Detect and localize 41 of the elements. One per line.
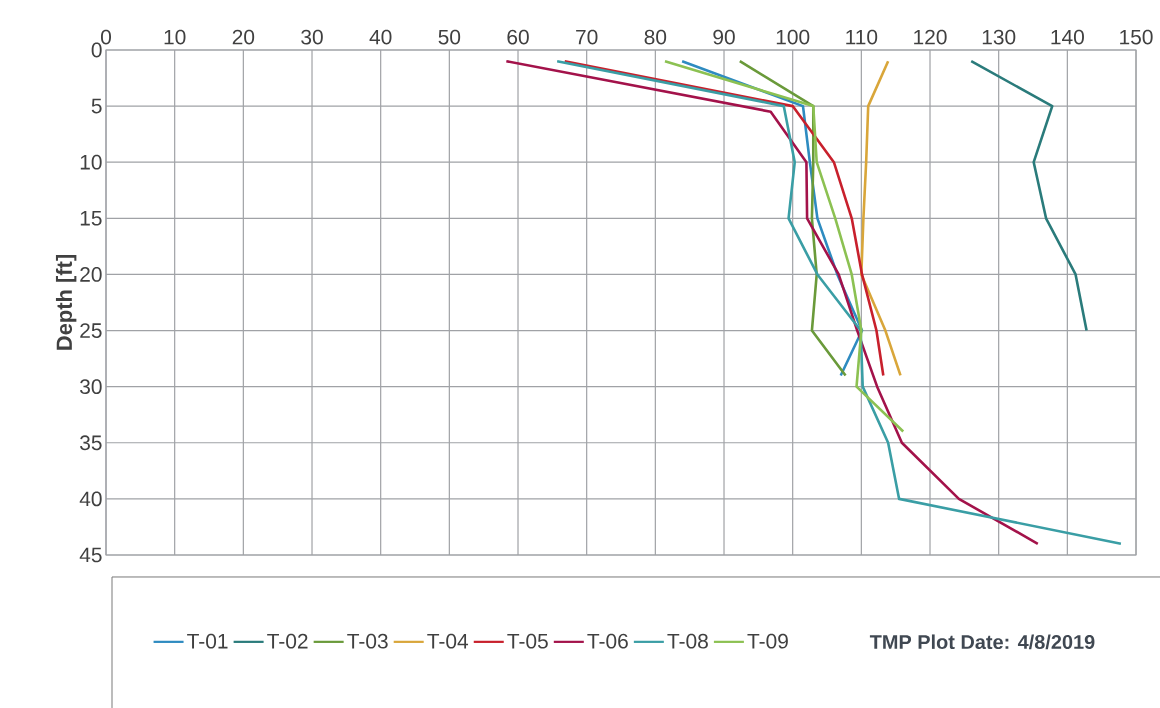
legend-label: T-02 bbox=[267, 633, 308, 649]
y-tick-label: 0 bbox=[91, 42, 102, 58]
x-tick-label: 100 bbox=[776, 29, 810, 45]
x-tick-label: 130 bbox=[982, 29, 1016, 45]
text: TMP Plot Date: 4/8/2019 bbox=[869, 634, 1095, 650]
x-tick-label: 110 bbox=[846, 29, 878, 45]
x-tick-label: 20 bbox=[232, 29, 255, 45]
y-tick-label: 15 bbox=[80, 211, 102, 226]
x-tick-label: 90 bbox=[713, 29, 735, 45]
x-tick-label: 10 bbox=[164, 29, 186, 45]
x-tick-label: 140 bbox=[1051, 29, 1084, 45]
line-series bbox=[860, 59, 902, 377]
line-series bbox=[663, 59, 905, 433]
legend-label: T-03 bbox=[347, 633, 388, 649]
x-tick-label: 40 bbox=[369, 29, 392, 45]
x-tick-label: 80 bbox=[644, 29, 667, 45]
legend-label: T-08 bbox=[667, 633, 708, 649]
line-series bbox=[555, 59, 1123, 546]
y-tick-label: 25 bbox=[80, 323, 102, 338]
x-tick-label: 60 bbox=[507, 29, 529, 45]
y-tick-label: 10 bbox=[80, 154, 102, 170]
x-tick-label: 70 bbox=[576, 29, 598, 45]
legend-label: T-05 bbox=[507, 633, 548, 649]
legend-label: T-01 bbox=[187, 633, 228, 649]
legend-label: T-09 bbox=[747, 633, 788, 649]
y-tick-label: 35 bbox=[80, 435, 102, 451]
y-tick-label: 5 bbox=[91, 98, 102, 114]
y-tick-label: 30 bbox=[80, 379, 102, 395]
y-axis-title: Depth [ft] bbox=[55, 255, 77, 350]
legend-label: T-06 bbox=[587, 633, 628, 649]
y-tick-label: 40 bbox=[79, 491, 102, 507]
x-tick-label: 120 bbox=[914, 29, 947, 45]
x-tick-label: 150 bbox=[1120, 29, 1153, 45]
line-series bbox=[563, 59, 885, 377]
legend-label: T-04 bbox=[427, 633, 469, 649]
y-tick-label: 45 bbox=[79, 547, 102, 563]
line-series bbox=[505, 59, 1040, 546]
y-tick-label: 20 bbox=[80, 267, 102, 282]
x-tick-label: 30 bbox=[301, 29, 323, 45]
line-series bbox=[969, 59, 1088, 332]
x-tick-label: 50 bbox=[438, 29, 461, 45]
